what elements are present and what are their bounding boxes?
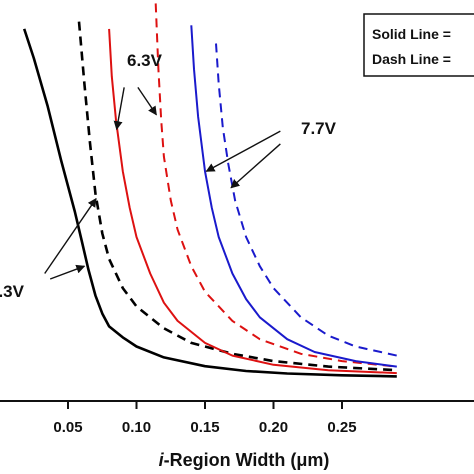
series-line-4 bbox=[154, 3, 397, 368]
annotation-5-3v: 5.3V bbox=[0, 282, 25, 301]
x-tick-label: 0.20 bbox=[259, 419, 288, 436]
series-line-3 bbox=[108, 28, 397, 375]
annotation-6-3v: 6.3V bbox=[127, 51, 163, 70]
annotation-arrow bbox=[205, 130, 281, 172]
annotation-arrow bbox=[49, 264, 86, 280]
series-layer bbox=[22, 3, 398, 378]
annotation-arrow bbox=[230, 143, 281, 189]
x-tick-label: 0.05 bbox=[53, 419, 82, 436]
series-line-6 bbox=[215, 43, 398, 357]
series-line-2 bbox=[77, 21, 397, 372]
legend: Solid Line = Dash Line = bbox=[363, 13, 474, 77]
x-axis-title: i-Region Width (μm) bbox=[159, 450, 330, 470]
x-axis-title-rest: -Region Width (μm) bbox=[164, 450, 330, 470]
annotation-arrow bbox=[113, 87, 125, 131]
x-tick-label: 0.10 bbox=[122, 419, 151, 436]
legend-entry-dash: Dash Line = bbox=[372, 51, 451, 67]
series-line-5 bbox=[190, 25, 397, 368]
annotation-arrow bbox=[137, 86, 157, 116]
legend-entry-solid: Solid Line = bbox=[372, 26, 451, 42]
x-tick-label: 0.25 bbox=[327, 419, 356, 436]
x-tick-label: 0.15 bbox=[190, 419, 219, 436]
annotation-arrow bbox=[44, 197, 97, 274]
x-axis-title-italic: i bbox=[159, 450, 165, 470]
series-line-1 bbox=[22, 28, 397, 378]
legend-box bbox=[363, 13, 474, 77]
annotation-7-7v: 7.7V bbox=[301, 119, 337, 138]
annotation-arrows bbox=[44, 86, 281, 280]
x-ticks: 0.05 0.10 0.15 0.20 0.25 bbox=[53, 401, 357, 436]
